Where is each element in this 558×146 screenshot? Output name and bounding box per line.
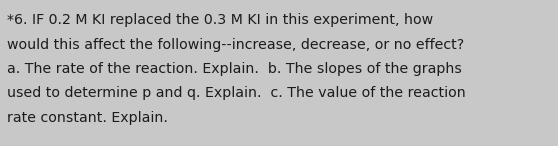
Text: used to determine p and q. Explain.  c. The value of the reaction: used to determine p and q. Explain. c. T… (7, 86, 466, 100)
Text: a. The rate of the reaction. Explain.  b. The slopes of the graphs: a. The rate of the reaction. Explain. b.… (7, 62, 462, 76)
Text: *6. IF 0.2 M KI replaced the 0.3 M KI in this experiment, how: *6. IF 0.2 M KI replaced the 0.3 M KI in… (7, 13, 433, 27)
Text: would this affect the following--increase, decrease, or no effect?: would this affect the following--increas… (7, 38, 464, 52)
Text: rate constant. Explain.: rate constant. Explain. (7, 111, 168, 125)
